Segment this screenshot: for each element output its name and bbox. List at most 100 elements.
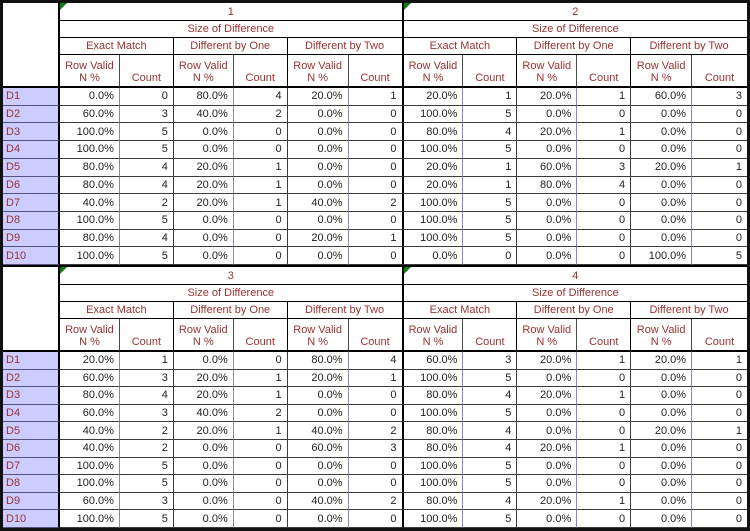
count-cell[interactable]: 0	[119, 88, 174, 106]
count-cell[interactable]: 1	[577, 387, 632, 405]
count-cell[interactable]: 0	[692, 123, 747, 142]
percent-cell[interactable]: 0.0%	[631, 510, 693, 528]
panel-number-cell[interactable]: 3	[60, 267, 404, 285]
percent-cell[interactable]: 80.0%	[403, 123, 464, 142]
count-cell[interactable]: 4	[233, 88, 288, 106]
count-cell[interactable]: 0	[692, 440, 747, 458]
count-cell[interactable]: 0	[692, 492, 747, 511]
count-cell[interactable]: 0	[692, 105, 747, 124]
count-cell[interactable]: 2	[348, 492, 404, 511]
count-cell[interactable]: 0	[348, 141, 404, 159]
count-cell[interactable]: 3	[692, 88, 747, 106]
row-label[interactable]: D2	[3, 105, 60, 124]
percent-cell[interactable]: 0.0%	[517, 194, 578, 212]
percent-cell[interactable]: 0.0%	[631, 457, 693, 476]
count-cell[interactable]: 3	[577, 158, 632, 177]
count-cell[interactable]: 0	[348, 247, 404, 265]
count-cell[interactable]: 1	[577, 492, 632, 511]
count-cell[interactable]: 1	[577, 88, 632, 106]
count-cell[interactable]: 1	[577, 440, 632, 458]
count-cell[interactable]: 1	[348, 88, 404, 106]
percent-cell[interactable]: 80.0%	[403, 387, 464, 405]
count-cell[interactable]: 0	[692, 176, 747, 195]
count-cell[interactable]: 1	[348, 369, 404, 388]
count-cell[interactable]: 0	[233, 229, 288, 248]
count-cell[interactable]: 5	[119, 510, 174, 528]
percent-cell[interactable]: 80.0%	[403, 422, 464, 440]
percent-cell[interactable]: 0.0%	[173, 492, 234, 511]
count-cell[interactable]: 0	[692, 510, 747, 528]
count-cell[interactable]: 0	[233, 440, 288, 458]
count-cell[interactable]: 5	[463, 194, 518, 212]
percent-cell[interactable]: 20.0%	[631, 422, 693, 440]
count-cell[interactable]: 4	[348, 352, 404, 370]
count-cell[interactable]: 0	[577, 247, 632, 265]
percent-cell[interactable]: 20.0%	[287, 229, 349, 248]
count-cell[interactable]: 0	[348, 105, 404, 124]
count-cell[interactable]: 0	[692, 369, 747, 388]
percent-cell[interactable]: 100.0%	[60, 123, 120, 142]
count-cell[interactable]: 0	[348, 475, 404, 493]
percent-cell[interactable]: 40.0%	[60, 440, 120, 458]
percent-cell[interactable]: 100.0%	[403, 369, 464, 388]
count-cell[interactable]: 0	[577, 211, 632, 230]
count-cell[interactable]: 1	[233, 176, 288, 195]
percent-cell[interactable]: 20.0%	[173, 194, 234, 212]
count-cell[interactable]: 1	[348, 229, 404, 248]
percent-cell[interactable]: 0.0%	[403, 247, 464, 265]
percent-cell[interactable]: 100.0%	[60, 141, 120, 159]
count-cell[interactable]: 0	[692, 211, 747, 230]
percent-cell[interactable]: 0.0%	[631, 404, 693, 423]
percent-cell[interactable]: 60.0%	[631, 88, 693, 106]
percent-cell[interactable]: 60.0%	[60, 369, 120, 388]
count-cell[interactable]: 4	[463, 492, 518, 511]
percent-cell[interactable]: 80.0%	[173, 88, 234, 106]
percent-cell[interactable]: 80.0%	[60, 229, 120, 248]
count-cell[interactable]: 0	[692, 141, 747, 159]
row-label[interactable]: D6	[3, 176, 60, 195]
count-cell[interactable]: 4	[119, 176, 174, 195]
percent-cell[interactable]: 40.0%	[287, 492, 349, 511]
count-cell[interactable]: 0	[692, 475, 747, 493]
percent-cell[interactable]: 0.0%	[631, 229, 693, 248]
row-label[interactable]: D2	[3, 369, 60, 388]
count-cell[interactable]: 1	[233, 422, 288, 440]
count-cell[interactable]: 2	[348, 422, 404, 440]
count-cell[interactable]: 0	[233, 141, 288, 159]
percent-cell[interactable]: 0.0%	[517, 105, 578, 124]
percent-cell[interactable]: 40.0%	[287, 422, 349, 440]
percent-cell[interactable]: 20.0%	[403, 158, 464, 177]
count-cell[interactable]: 1	[692, 158, 747, 177]
count-cell[interactable]: 5	[119, 457, 174, 476]
row-label[interactable]: D9	[3, 492, 60, 511]
count-cell[interactable]: 4	[577, 176, 632, 195]
row-label[interactable]: D9	[3, 229, 60, 248]
count-cell[interactable]: 2	[119, 440, 174, 458]
percent-cell[interactable]: 0.0%	[287, 510, 349, 528]
count-cell[interactable]: 0	[348, 211, 404, 230]
count-cell[interactable]: 0	[577, 369, 632, 388]
count-cell[interactable]: 0	[348, 387, 404, 405]
header-corner-cell[interactable]	[3, 3, 60, 88]
percent-cell[interactable]: 60.0%	[60, 492, 120, 511]
percent-cell[interactable]: 20.0%	[517, 352, 578, 370]
percent-cell[interactable]: 0.0%	[517, 457, 578, 476]
row-label[interactable]: D10	[3, 510, 60, 528]
percent-cell[interactable]: 20.0%	[173, 158, 234, 177]
count-cell[interactable]: 5	[119, 247, 174, 265]
percent-cell[interactable]: 0.0%	[173, 247, 234, 265]
count-cell[interactable]: 5	[463, 475, 518, 493]
percent-cell[interactable]: 20.0%	[403, 176, 464, 195]
percent-cell[interactable]: 20.0%	[287, 369, 349, 388]
count-cell[interactable]: 4	[463, 123, 518, 142]
percent-cell[interactable]: 0.0%	[631, 105, 693, 124]
percent-cell[interactable]: 80.0%	[517, 176, 578, 195]
count-cell[interactable]: 1	[577, 123, 632, 142]
count-cell[interactable]: 0	[577, 422, 632, 440]
count-cell[interactable]: 5	[463, 457, 518, 476]
percent-cell[interactable]: 100.0%	[60, 457, 120, 476]
count-cell[interactable]: 0	[577, 475, 632, 493]
percent-cell[interactable]: 0.0%	[631, 492, 693, 511]
count-cell[interactable]: 4	[119, 158, 174, 177]
percent-cell[interactable]: 20.0%	[173, 176, 234, 195]
